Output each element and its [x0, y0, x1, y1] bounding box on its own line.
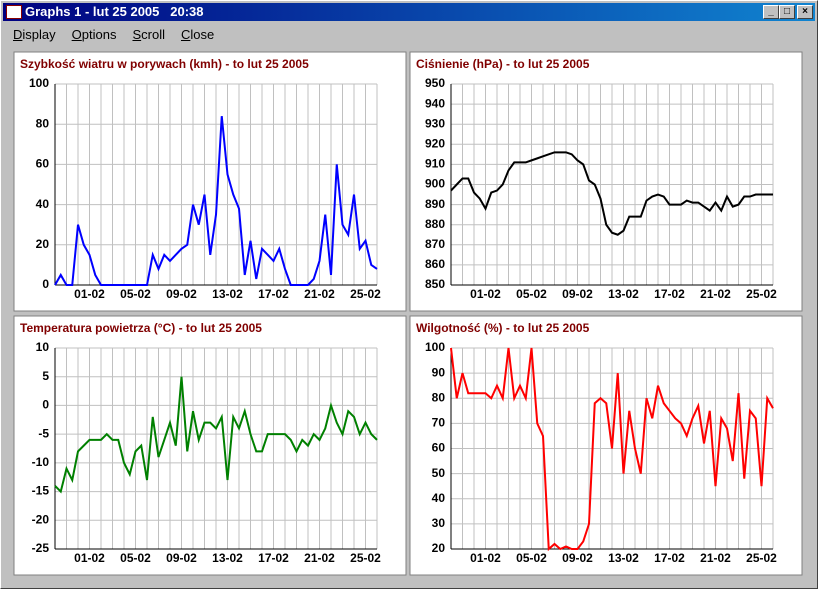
x-tick-label: 17-02 [258, 551, 289, 565]
app-icon [6, 5, 22, 19]
x-tick-label: 21-02 [700, 287, 731, 301]
x-tick-label: 01-02 [74, 287, 105, 301]
x-tick-label: 09-02 [562, 551, 593, 565]
y-tick-label: 40 [36, 197, 50, 211]
y-tick-label: 30 [432, 516, 446, 530]
y-tick-label: -15 [32, 484, 50, 498]
y-tick-label: 0 [42, 277, 49, 291]
y-tick-label: 20 [432, 541, 446, 555]
chart-panel [13, 315, 407, 576]
y-tick-label: 70 [432, 416, 446, 430]
x-tick-label: 25-02 [746, 287, 777, 301]
y-tick-label: 100 [29, 76, 49, 90]
y-tick-label: 910 [425, 157, 445, 171]
x-tick-label: 13-02 [212, 551, 243, 565]
y-tick-label: 100 [425, 340, 445, 354]
x-tick-label: 25-02 [350, 287, 381, 301]
x-tick-label: 05-02 [516, 551, 547, 565]
y-tick-label: 60 [36, 157, 50, 171]
y-tick-label: 5 [42, 369, 49, 383]
menu-item[interactable]: Scroll [132, 27, 165, 42]
window-title: Graphs 1 - lut 25 2005 20:38 [25, 4, 204, 19]
y-tick-label: 50 [432, 466, 446, 480]
y-tick-label: 950 [425, 76, 445, 90]
chart-panel [409, 315, 803, 576]
y-tick-label: -25 [32, 541, 50, 555]
y-tick-label: 890 [425, 197, 445, 211]
y-tick-label: 20 [36, 237, 50, 251]
x-tick-label: 01-02 [470, 287, 501, 301]
y-tick-label: 10 [36, 340, 50, 354]
x-tick-label: 13-02 [608, 551, 639, 565]
x-tick-label: 01-02 [470, 551, 501, 565]
y-tick-label: 0 [42, 398, 49, 412]
x-tick-label: 17-02 [258, 287, 289, 301]
y-tick-label: 880 [425, 217, 445, 231]
chart-title: Wilgotność (%) - to lut 25 2005 [416, 321, 590, 335]
x-tick-label: 17-02 [654, 551, 685, 565]
y-tick-label: 60 [432, 441, 446, 455]
y-tick-label: 40 [432, 491, 446, 505]
y-tick-label: 80 [36, 116, 50, 130]
chart-title: Ciśnienie (hPa) - to lut 25 2005 [416, 57, 590, 71]
y-tick-label: 860 [425, 257, 445, 271]
data-line [54, 376, 378, 494]
x-tick-label: 09-02 [166, 287, 197, 301]
minimize-button[interactable]: _ [763, 5, 779, 19]
y-tick-label: 90 [432, 365, 446, 379]
close-button[interactable]: × [797, 5, 813, 19]
x-tick-label: 05-02 [516, 287, 547, 301]
x-tick-label: 21-02 [304, 287, 335, 301]
chart-panel [13, 51, 407, 312]
x-tick-label: 17-02 [654, 287, 685, 301]
chart-panel [409, 51, 803, 312]
menu-item[interactable]: Options [71, 27, 117, 42]
maximize-button[interactable]: □ [779, 5, 795, 19]
x-tick-label: 21-02 [700, 551, 731, 565]
menu-item[interactable]: Display [13, 27, 56, 42]
x-tick-label: 25-02 [746, 551, 777, 565]
y-tick-label: -5 [38, 426, 49, 440]
x-tick-label: 13-02 [608, 287, 639, 301]
x-tick-label: 05-02 [120, 287, 151, 301]
chart-title: Temperatura powietrza (°C) - to lut 25 2… [20, 321, 262, 335]
title-bar: Graphs 1 - lut 25 2005 20:38 _ □ × [3, 3, 815, 21]
y-tick-label: 80 [432, 390, 446, 404]
y-tick-label: 870 [425, 237, 445, 251]
data-line [450, 347, 774, 552]
data-line [450, 151, 773, 236]
y-tick-label: 850 [425, 277, 445, 291]
chart-title: Szybkość wiatru w porywach (kmh) - to lu… [20, 57, 309, 71]
y-tick-label: 900 [425, 177, 445, 191]
y-tick-label: -20 [32, 512, 50, 526]
y-tick-label: 920 [425, 136, 445, 150]
x-tick-label: 13-02 [212, 287, 243, 301]
x-tick-label: 21-02 [304, 551, 335, 565]
menu-bar: Display Options Scroll Close [5, 27, 222, 45]
x-tick-label: 25-02 [350, 551, 381, 565]
data-line [54, 116, 378, 286]
y-tick-label: -10 [32, 455, 50, 469]
x-tick-label: 01-02 [74, 551, 105, 565]
x-tick-label: 09-02 [166, 551, 197, 565]
menu-item[interactable]: Close [180, 27, 215, 42]
x-tick-label: 09-02 [562, 287, 593, 301]
x-tick-label: 05-02 [120, 551, 151, 565]
y-tick-label: 930 [425, 116, 445, 130]
y-tick-label: 940 [425, 96, 445, 110]
